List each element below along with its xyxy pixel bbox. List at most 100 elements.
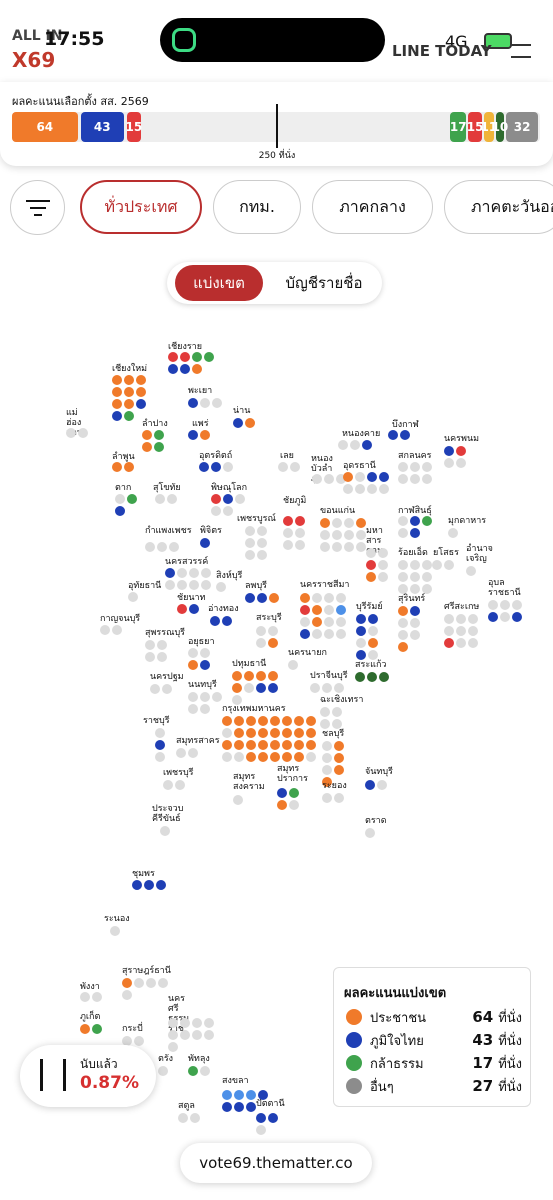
seat-dot	[122, 1036, 132, 1046]
seat-dot	[379, 672, 389, 682]
province-label: ศรีสะเกษ	[444, 602, 480, 612]
legend-unit: ที่นั่ง	[498, 1079, 522, 1095]
seat-dot	[134, 978, 144, 988]
seat-dot	[466, 566, 476, 576]
province-label: อุทัยธานี	[128, 581, 162, 591]
seat-dot	[256, 671, 266, 681]
seat-dot	[322, 793, 332, 803]
province-label: สุโขทัย	[153, 483, 181, 493]
seat-dot	[158, 978, 168, 988]
seat-dot	[306, 728, 316, 738]
bar-segment: 15	[126, 112, 142, 142]
seat-dot	[256, 1125, 266, 1135]
seat-dot	[456, 458, 466, 468]
region-tab[interactable]: ภาคกลาง	[312, 180, 433, 234]
seat-dot	[367, 484, 377, 494]
seat-dot	[177, 580, 187, 590]
seat-dot	[332, 707, 342, 717]
seat-dot	[189, 568, 199, 578]
province-label: พัทลุง	[188, 1054, 210, 1064]
region-tab[interactable]: กทม.	[213, 180, 301, 234]
seat-dot	[270, 752, 280, 762]
seat-dot	[200, 704, 210, 714]
seat-dot	[66, 428, 76, 438]
seat-dot	[145, 640, 155, 650]
seat-dot	[378, 560, 388, 570]
seat-dot	[204, 352, 214, 362]
seat-dot	[256, 626, 266, 636]
seat-dot	[142, 430, 152, 440]
filter-button[interactable]	[10, 180, 65, 235]
seat-dot	[444, 458, 454, 468]
seat-dot	[398, 572, 408, 582]
seat-dot	[124, 399, 134, 409]
seat-dot	[112, 387, 122, 397]
seat-dot	[378, 548, 388, 558]
seat-dot	[188, 1066, 198, 1076]
region-tab[interactable]: ภาคตะวันออ	[444, 180, 553, 234]
seat-dot	[312, 593, 322, 603]
seat-dot	[300, 605, 310, 615]
province-label: สุรินทร์	[398, 594, 426, 604]
seat-dot	[368, 638, 378, 648]
seat-dot	[422, 516, 432, 526]
seat-dot	[157, 640, 167, 650]
seat-dot	[356, 638, 366, 648]
seat-dot	[332, 530, 342, 540]
toggle-option[interactable]: แบ่งเขต	[175, 265, 263, 301]
seat-dot	[322, 753, 332, 763]
summary-title: ผลคะแนนเลือกตั้ง สส. 2569	[12, 95, 149, 108]
bar-segment: 43	[80, 112, 124, 142]
seat-dot	[398, 584, 408, 594]
region-tab[interactable]: ทั่วประเทศ	[80, 180, 202, 234]
seat-dot	[410, 584, 420, 594]
seat-dot	[300, 629, 310, 639]
seat-dot	[410, 528, 420, 538]
seat-dot	[244, 683, 254, 693]
seat-dot	[410, 474, 420, 484]
legend-row: ประชาชน 64 ที่นั่ง	[346, 1006, 522, 1028]
seat-dot	[444, 446, 454, 456]
seat-dot	[155, 728, 165, 738]
province-label: กำแพงเพชร	[145, 526, 192, 536]
toggle-option[interactable]: บัญชีรายชื่อ	[285, 274, 363, 292]
seat-dot	[115, 494, 125, 504]
seat-dot	[338, 440, 348, 450]
menu[interactable]	[511, 44, 531, 58]
seat-dot	[378, 572, 388, 582]
legend-icon	[346, 1009, 362, 1025]
province-label: เพชรบูรณ์	[237, 514, 276, 524]
seat-dot	[234, 752, 244, 762]
seat-dot	[136, 387, 146, 397]
seat-dot	[444, 638, 454, 648]
seat-dot	[115, 506, 125, 516]
seat-dot	[367, 672, 377, 682]
province-label: นครนายก	[288, 648, 327, 658]
seat-dot	[310, 683, 320, 693]
province-label: นครราชสีมา	[300, 580, 350, 590]
seat-dot	[222, 616, 232, 626]
legend-row: ภูมิใจไทย 43 ที่นั่ง	[346, 1029, 522, 1051]
seat-dot	[344, 530, 354, 540]
seat-dot	[398, 474, 408, 484]
seat-dot	[92, 1024, 102, 1034]
seat-dot	[282, 740, 292, 750]
seat-dot	[246, 1090, 256, 1100]
legend-party: อื่นๆ	[370, 1079, 394, 1095]
seat-dot	[246, 728, 256, 738]
seat-dot	[456, 614, 466, 624]
seat-dot	[192, 364, 202, 374]
seat-dot	[456, 638, 466, 648]
footer-url[interactable]: vote69.thematter.co	[180, 1143, 372, 1183]
seat-dot	[322, 683, 332, 693]
province-label: อุบล ราชธานี	[488, 578, 521, 598]
seat-dot	[222, 1090, 232, 1100]
seat-dot	[165, 580, 175, 590]
legend-seats: 27	[472, 1077, 494, 1095]
seat-dot	[180, 352, 190, 362]
seat-dot	[189, 604, 199, 614]
province-label: ร้อยเอ็ด	[398, 548, 428, 558]
seat-dot	[112, 411, 122, 421]
province-label: พิจิตร	[200, 526, 222, 536]
province-label: ขอนแก่น	[320, 506, 356, 516]
